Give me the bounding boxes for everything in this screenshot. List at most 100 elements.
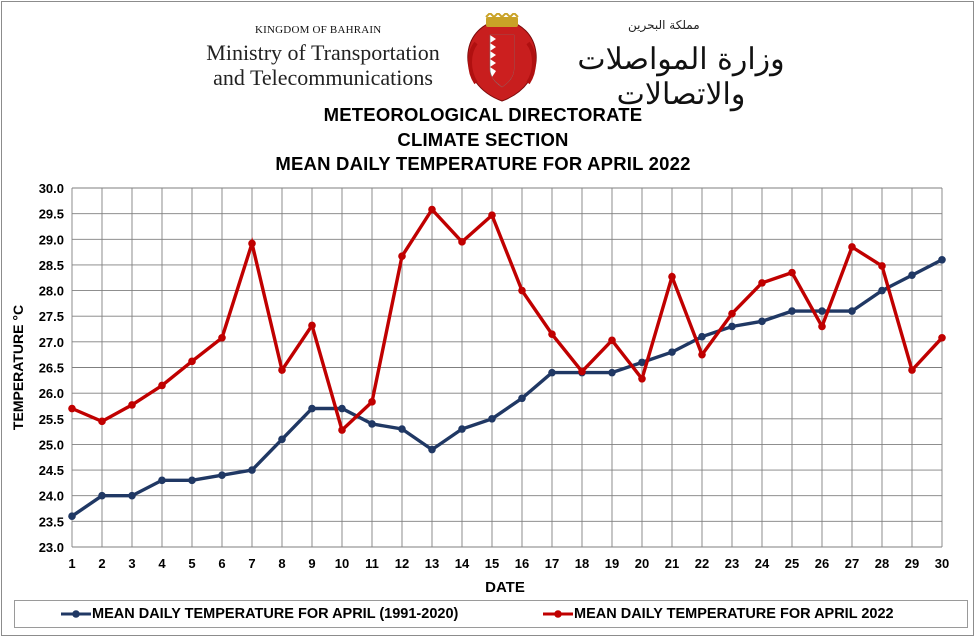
legend-swatch-normal	[61, 610, 91, 618]
data-point-series-1	[428, 205, 436, 214]
y-tick-label: 29.0	[39, 232, 64, 247]
data-point-series-1	[728, 309, 736, 318]
data-point-series-0	[758, 317, 766, 326]
data-point-series-0	[98, 491, 106, 500]
chart-title-line3: MEAN DAILY TEMPERATURE FOR APRIL 2022	[275, 153, 691, 174]
x-tick-label: 16	[515, 556, 529, 571]
data-point-series-0	[248, 466, 256, 474]
data-point-series-1	[98, 417, 106, 426]
data-point-series-1	[608, 336, 616, 345]
data-point-series-1	[788, 268, 796, 277]
y-tick-label: 27.0	[39, 335, 64, 350]
y-tick-label: 24.0	[39, 489, 64, 504]
data-point-series-0	[908, 271, 916, 279]
data-point-series-1	[158, 381, 166, 390]
ministry-name-ar: وزارة المواصلات والاتصالات	[577, 42, 785, 112]
y-tick-label: 28.5	[39, 258, 64, 273]
data-point-series-0	[818, 307, 826, 315]
x-tick-label: 8	[278, 556, 285, 571]
data-point-series-0	[218, 471, 226, 480]
x-tick-label: 21	[665, 556, 679, 571]
data-point-series-1	[188, 357, 196, 366]
data-point-series-1	[578, 367, 586, 376]
x-tick-label: 13	[425, 556, 439, 571]
x-tick-label: 12	[395, 556, 409, 571]
ministry-name: Ministry of Transportation and Telecommu…	[192, 40, 454, 90]
data-point-series-1	[398, 252, 406, 261]
data-point-series-1	[128, 401, 136, 409]
legend-item-2022: MEAN DAILY TEMPERATURE FOR APRIL 2022	[543, 605, 894, 623]
ministry-line1: Ministry of Transportation	[206, 40, 440, 65]
kingdom-label: KINGDOM OF BAHRAIN	[255, 24, 382, 36]
bahrain-emblem-icon	[467, 13, 537, 102]
x-tick-label: 23	[725, 556, 739, 571]
y-tick-label: 29.5	[39, 207, 64, 222]
legend-item-normal: MEAN DAILY TEMPERATURE FOR APRIL (1991-2…	[61, 605, 458, 623]
data-point-series-1	[278, 366, 286, 374]
data-point-series-1	[248, 239, 256, 248]
ministry-line2: and Telecommunications	[213, 65, 433, 90]
x-tick-label: 10	[335, 556, 349, 571]
data-point-series-1	[308, 321, 316, 330]
chart-title-line1: METEOROLOGICAL DIRECTORATE	[323, 104, 643, 125]
x-axis-label: DATE	[485, 579, 525, 596]
y-tick-label: 23.5	[39, 514, 64, 529]
chart-title-line2: CLIMATE SECTION	[397, 129, 569, 150]
x-tick-label: 11	[365, 556, 379, 571]
y-tick-label: 30.0	[39, 181, 64, 196]
data-point-series-0	[308, 404, 316, 413]
data-point-series-0	[878, 286, 886, 295]
y-tick-label: 23.0	[39, 540, 64, 555]
x-tick-label: 1	[68, 556, 75, 571]
legend-label-normal: MEAN DAILY TEMPERATURE FOR APRIL (1991-2…	[92, 606, 459, 622]
y-axis-label: TEMPERATURE °C	[10, 305, 26, 430]
data-point-series-1	[458, 238, 466, 246]
data-point-series-1	[908, 366, 916, 374]
data-point-series-1	[938, 333, 946, 342]
data-point-series-0	[428, 445, 436, 454]
x-tick-label: 28	[875, 556, 889, 571]
data-point-series-1	[698, 350, 706, 359]
data-point-series-1	[878, 262, 886, 270]
x-tick-label: 20	[635, 556, 649, 571]
legend-label-2022: MEAN DAILY TEMPERATURE FOR APRIL 2022	[574, 606, 894, 622]
x-tick-label: 9	[308, 556, 315, 571]
data-point-series-1	[338, 426, 346, 434]
x-tick-label: 2	[98, 556, 105, 571]
data-point-series-0	[938, 255, 946, 264]
series-line-1	[71, 206, 944, 434]
data-point-series-1	[758, 279, 766, 287]
data-point-series-1	[368, 398, 376, 406]
x-tick-label: 15	[485, 556, 499, 571]
y-tick-label: 26.5	[39, 361, 64, 376]
data-point-series-1	[548, 330, 556, 338]
x-tick-label: 30	[935, 556, 949, 571]
data-point-series-0	[158, 476, 166, 485]
data-point-series-1	[68, 404, 76, 413]
data-point-series-0	[488, 414, 496, 423]
y-tick-label: 25.5	[39, 412, 64, 427]
data-point-series-0	[458, 425, 466, 433]
x-tick-label: 7	[248, 556, 255, 571]
data-point-series-0	[608, 368, 616, 377]
x-tick-label: 17	[545, 556, 559, 571]
data-point-series-0	[128, 491, 136, 500]
data-point-series-0	[698, 332, 706, 341]
legend: MEAN DAILY TEMPERATURE FOR APRIL (1991-2…	[14, 600, 968, 628]
y-tick-label: 27.5	[39, 309, 64, 324]
data-point-series-0	[188, 476, 196, 485]
x-tick-label: 26	[815, 556, 829, 571]
data-point-series-1	[488, 211, 496, 219]
x-tick-label: 4	[158, 556, 166, 571]
data-point-series-1	[518, 286, 526, 295]
line-chart: 23.0 23.5 24.0 24.5 25.0 25.5 26.0 26.5 27.0 27.5…	[10, 181, 949, 596]
x-tick-label: 25	[785, 556, 799, 571]
y-tick-label: 26.0	[39, 386, 64, 401]
y-tick-label: 24.5	[39, 463, 64, 478]
data-point-series-0	[668, 348, 676, 356]
data-point-series-1	[218, 333, 226, 342]
y-tick-label: 28.0	[39, 284, 64, 299]
series-line-0	[71, 258, 943, 518]
data-point-series-0	[398, 425, 406, 433]
x-tick-label: 14	[455, 556, 470, 571]
